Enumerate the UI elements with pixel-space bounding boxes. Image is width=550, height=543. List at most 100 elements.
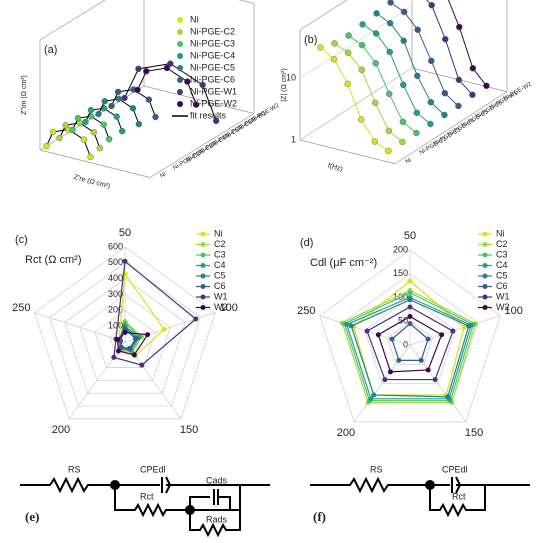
data-point [87, 153, 94, 161]
data-point [425, 336, 431, 342]
data-point [87, 106, 95, 114]
legend-marker [200, 231, 206, 237]
data-point [386, 90, 393, 98]
data-point [358, 116, 365, 123]
legend-label: Ni-PGE-C3 [190, 38, 235, 48]
data-point [49, 128, 57, 136]
legend-marker [200, 284, 206, 289]
r-tick-label: 150 [393, 268, 408, 278]
series-line [377, 315, 443, 373]
legend-label: Ni-PGE-C4 [190, 50, 235, 60]
legend-label: fit results [190, 110, 227, 120]
data-point [407, 314, 413, 319]
legend-label: Ni [496, 228, 505, 238]
legend-marker [177, 53, 183, 59]
data-point [135, 65, 142, 73]
data-point [330, 56, 338, 63]
data-point [108, 102, 115, 110]
axis-frame [238, 0, 255, 4]
r-tick-label: 500 [108, 257, 123, 267]
legend-label: Ni-PGE-W2 [190, 98, 237, 108]
category-label: 50 [119, 227, 131, 239]
data-point [113, 113, 120, 120]
grid-line [94, 309, 156, 368]
data-point [348, 323, 354, 329]
data-point [74, 114, 82, 122]
data-point [145, 96, 153, 103]
legend-marker [482, 294, 488, 300]
data-point [114, 88, 122, 96]
data-point [450, 328, 456, 334]
data-point [469, 65, 477, 72]
data-point [115, 348, 121, 354]
r-tick-label: 400 [108, 273, 123, 283]
category-label: 100 [504, 305, 522, 317]
data-point [372, 30, 380, 37]
data-point [212, 117, 220, 125]
data-point [445, 394, 451, 400]
data-point [400, 8, 408, 16]
data-point [368, 396, 374, 402]
data-point [442, 36, 449, 43]
legend-marker [177, 41, 183, 47]
data-point [428, 1, 435, 9]
legend-label: W2 [214, 302, 228, 312]
data-point [115, 95, 122, 103]
circuit-e: RS CPEdl Rct Cads Rads (e) [20, 464, 270, 538]
data-point [387, 0, 394, 6]
data-point [127, 345, 133, 351]
series-line [113, 260, 197, 366]
legend-label: C5 [214, 270, 226, 280]
data-point [122, 330, 128, 335]
grid-line [34, 246, 216, 420]
data-point [118, 344, 124, 350]
legend-label: W1 [214, 291, 228, 301]
depth-label: Ni [405, 157, 413, 165]
panel-label: (f) [313, 509, 326, 524]
legend-label: C6 [496, 281, 508, 291]
data-point [407, 278, 413, 284]
data-point [399, 138, 406, 146]
data-point [414, 26, 421, 33]
data-point [427, 99, 435, 106]
data-point [133, 336, 139, 342]
legend-label: Ni-PGE-C2 [190, 26, 235, 36]
data-point [80, 136, 88, 143]
data-point [121, 94, 128, 102]
series-line [391, 322, 429, 361]
legend-marker [177, 101, 183, 107]
legend-label: C4 [496, 260, 508, 270]
data-point [385, 147, 392, 155]
data-point [82, 118, 89, 126]
legend-marker [482, 263, 488, 268]
data-point [371, 138, 379, 145]
data-point [118, 127, 126, 135]
data-point [43, 142, 50, 150]
legend-marker [482, 252, 488, 258]
data-point [407, 304, 413, 310]
data-point [139, 362, 145, 368]
data-point [331, 40, 338, 47]
data-point [359, 21, 366, 28]
rct-label: Rct [140, 491, 154, 501]
data-point [199, 81, 206, 89]
grid-line [364, 297, 456, 384]
panel-label: (c) [15, 234, 28, 246]
category-label: 200 [52, 424, 70, 436]
data-point [469, 91, 476, 99]
data-point [407, 290, 413, 296]
data-point [399, 118, 407, 126]
spoke [409, 344, 467, 423]
data-point [192, 101, 200, 108]
data-point [371, 392, 377, 398]
panel-label: (d) [300, 237, 313, 249]
legend-marker [482, 231, 488, 237]
data-point [439, 332, 445, 338]
data-point [62, 122, 69, 129]
legend-label: C3 [496, 249, 508, 259]
data-point [483, 82, 490, 90]
series-line [343, 292, 474, 402]
depth-label: Ni-PGE-W2 [250, 102, 281, 123]
category-label: 150 [180, 424, 198, 436]
r-tick-label: 600 [108, 241, 123, 251]
